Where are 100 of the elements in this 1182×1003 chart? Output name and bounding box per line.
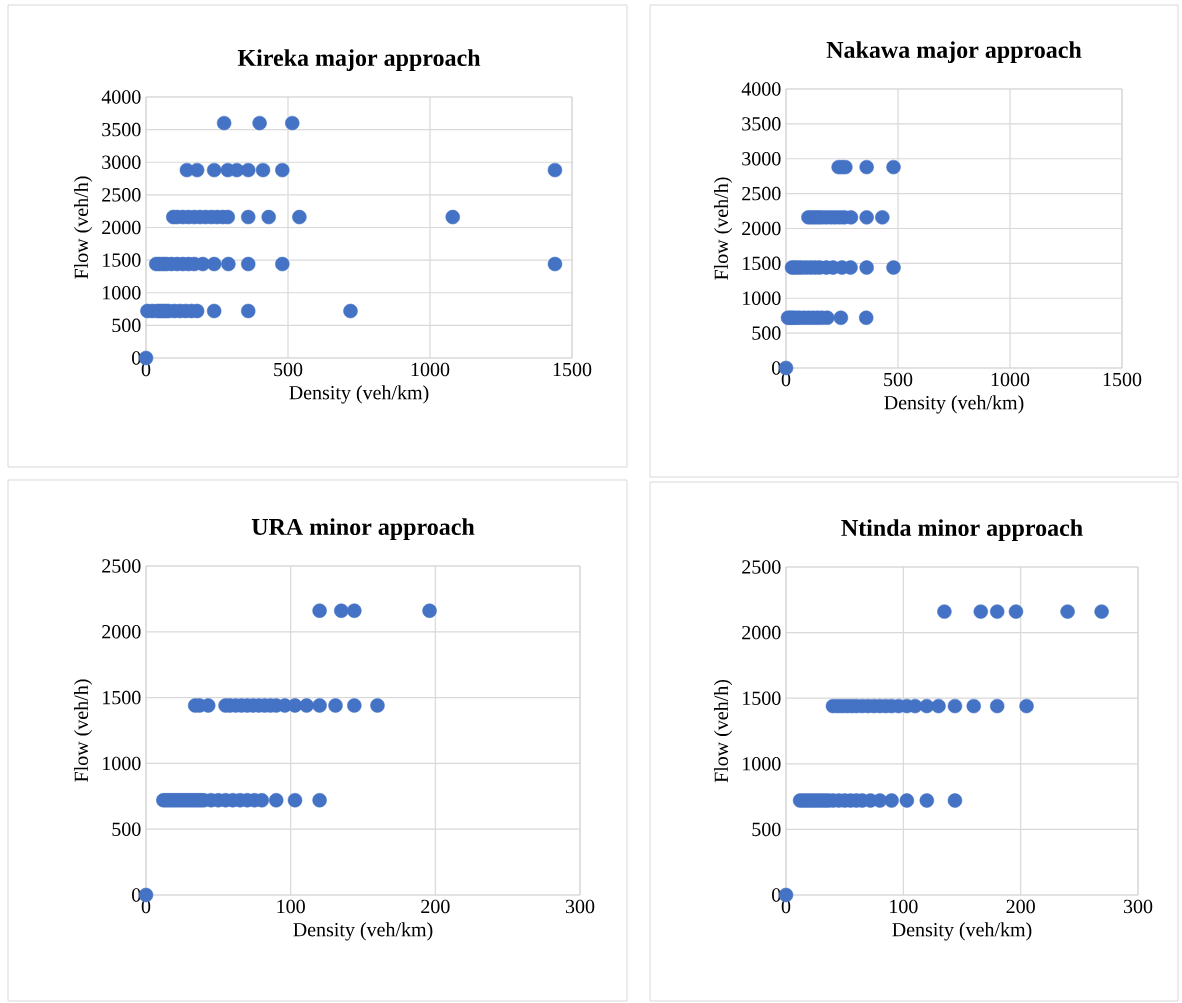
chart-title: Ntinda minor approach [841, 519, 1083, 541]
y-tick-label: 3500 [742, 117, 781, 131]
x-tick-label: 300 [1123, 899, 1153, 914]
x-axis-title: Density (veh/km) [884, 395, 1024, 414]
point [947, 698, 963, 714]
point [931, 698, 946, 714]
y-tick-label: 1000 [103, 285, 141, 300]
point [328, 698, 343, 713]
x-axis-title: Density (veh/km) [289, 385, 429, 404]
point [206, 162, 222, 178]
point [422, 603, 437, 618]
y-tick-label: 1500 [743, 256, 781, 271]
point [886, 159, 901, 175]
point [973, 604, 988, 619]
point [285, 115, 300, 131]
point [884, 793, 899, 808]
y-tick-label: 2000 [742, 625, 781, 640]
y-tick-label: 1000 [743, 291, 781, 305]
y-tick-label: 3500 [102, 122, 141, 137]
point [292, 209, 307, 225]
point [990, 604, 1005, 619]
point [252, 115, 267, 131]
chart-title: Nakawa major approach [826, 41, 1082, 63]
point [1008, 604, 1024, 619]
point [287, 793, 303, 808]
y-tick-label: 2000 [102, 220, 141, 235]
y-tick-label: 1500 [103, 690, 141, 705]
y-tick-label: 3000 [742, 151, 781, 166]
y-tick-label: 1500 [743, 691, 781, 705]
point [347, 603, 362, 618]
x-tick-label: 1500 [1103, 372, 1142, 387]
y-tick-label: 3000 [102, 155, 141, 169]
x-tick-label: 200 [1006, 899, 1035, 914]
x-axis-title: Density (veh/km) [892, 922, 1032, 941]
point [299, 698, 314, 713]
y-tick-label: 4000 [741, 82, 781, 96]
chart-title: URA minor approach [251, 518, 475, 540]
x-tick-label: 500 [884, 372, 913, 387]
point [875, 210, 890, 225]
y-tick-label: 1000 [743, 757, 781, 771]
point [206, 303, 222, 319]
point [858, 310, 874, 325]
point [221, 256, 236, 272]
point [859, 210, 874, 225]
y-tick-label: 2500 [102, 188, 141, 202]
x-tick-label: 500 [274, 362, 303, 377]
y-tick-label: 500 [112, 318, 141, 333]
y-tick-label: 500 [752, 822, 781, 837]
x-tick-label: 100 [277, 899, 305, 914]
point [990, 698, 1005, 714]
point [899, 793, 915, 808]
point [241, 162, 256, 178]
x-tick-label: 1000 [411, 362, 450, 377]
y-axis-title: Flow (veh/h) [74, 679, 93, 782]
y-tick-label: 500 [112, 822, 141, 836]
point [255, 162, 271, 178]
point [547, 162, 563, 178]
point [269, 793, 284, 808]
y-tick-label: 2000 [742, 221, 781, 236]
y-tick-label: 0 [772, 888, 781, 902]
y-tick-label: 500 [752, 326, 781, 340]
point [966, 698, 981, 714]
x-axis-title: Density (veh/km) [293, 922, 433, 941]
point [859, 260, 874, 275]
point [1094, 604, 1109, 619]
point [947, 793, 963, 808]
y-tick-label: 2000 [102, 625, 141, 639]
y-tick-label: 2500 [742, 560, 781, 574]
y-tick-label: 1000 [103, 756, 141, 771]
y-axis-title: Flow (veh/h) [714, 679, 733, 783]
point [312, 603, 327, 618]
point [937, 604, 952, 619]
point [241, 256, 256, 272]
x-tick-label: 100 [890, 899, 918, 914]
y-tick-label: 4000 [101, 90, 141, 104]
y-tick-label: 2500 [102, 559, 141, 573]
point [241, 209, 256, 225]
point [1019, 698, 1034, 714]
point [445, 209, 460, 225]
point [886, 260, 901, 275]
y-tick-label: 2500 [742, 186, 781, 201]
y-tick-label: 0 [132, 351, 141, 365]
point [547, 256, 563, 272]
y-tick-label: 0 [132, 888, 141, 902]
point [833, 310, 849, 325]
point [312, 698, 327, 713]
point [1060, 604, 1075, 619]
y-axis-title: Flow (veh/h) [714, 177, 733, 280]
point [312, 793, 327, 808]
point [343, 303, 358, 319]
chart-title: Kireka major approach [237, 49, 481, 71]
point [370, 698, 385, 713]
x-tick-label: 300 [565, 899, 595, 914]
x-tick-label: 200 [421, 899, 450, 914]
point [261, 209, 276, 225]
point [347, 698, 362, 713]
y-axis-title: Flow (veh/h) [74, 176, 93, 279]
point [275, 256, 290, 272]
x-tick-label: 1000 [991, 372, 1030, 387]
point [241, 303, 256, 319]
